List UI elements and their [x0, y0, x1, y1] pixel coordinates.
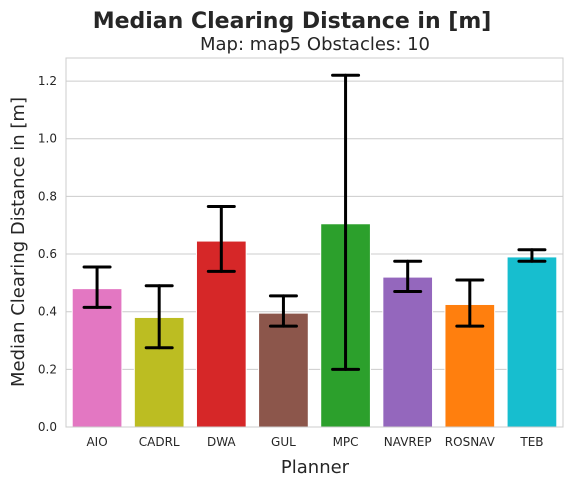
- x-tick-label: ROSNAV: [445, 435, 496, 449]
- y-tick-label: 1.2: [38, 74, 57, 88]
- bar-rosnav: [444, 303, 496, 428]
- x-tick-label: AIO: [86, 435, 107, 449]
- y-tick-label: 0.2: [38, 362, 57, 376]
- error-bar-teb: [517, 248, 547, 263]
- chart-suptitle: Median Clearing Distance in [m]: [93, 9, 492, 34]
- x-tick-label: CADRL: [139, 435, 180, 449]
- x-tick-label: NAVREP: [384, 435, 432, 449]
- x-tick-labels: AIO CADRL DWA GUL MPC NAVREP ROSNAV TEB: [86, 435, 543, 449]
- y-tick-label: 0.0: [38, 420, 57, 434]
- y-tick-label: 0.4: [38, 305, 57, 319]
- error-bars: [82, 73, 547, 371]
- plot-frame: [65, 57, 564, 428]
- x-tick-label: DWA: [207, 435, 236, 449]
- error-bar-navrep: [393, 259, 423, 294]
- x-axis-label: Planner: [281, 457, 350, 478]
- bar-teb: [506, 256, 558, 428]
- y-tick-label: 0.8: [38, 189, 57, 203]
- y-tick-labels: 0.0 0.2 0.4 0.6 0.8 1.0 1.2: [38, 74, 57, 434]
- x-tick-label: GUL: [271, 435, 296, 449]
- bar-aio: [71, 288, 123, 428]
- x-tick-label: TEB: [519, 435, 543, 449]
- y-tick-label: 1.0: [38, 132, 57, 146]
- error-bar-mpc: [331, 73, 361, 371]
- chart-title: Map: map5 Obstacles: 10: [200, 34, 430, 55]
- bar-gul: [258, 312, 309, 428]
- error-bar-aio: [82, 265, 112, 309]
- error-bar-cadrl: [144, 284, 174, 350]
- bar-navrep: [382, 276, 434, 428]
- x-tick-label: MPC: [333, 435, 359, 449]
- error-bar-dwa: [206, 204, 236, 273]
- error-bar-rosnav: [455, 278, 485, 328]
- y-tick-label: 0.6: [38, 247, 57, 261]
- y-axis-label: Median Clearing Distance in [m]: [8, 97, 29, 387]
- error-bar-gul: [268, 294, 298, 328]
